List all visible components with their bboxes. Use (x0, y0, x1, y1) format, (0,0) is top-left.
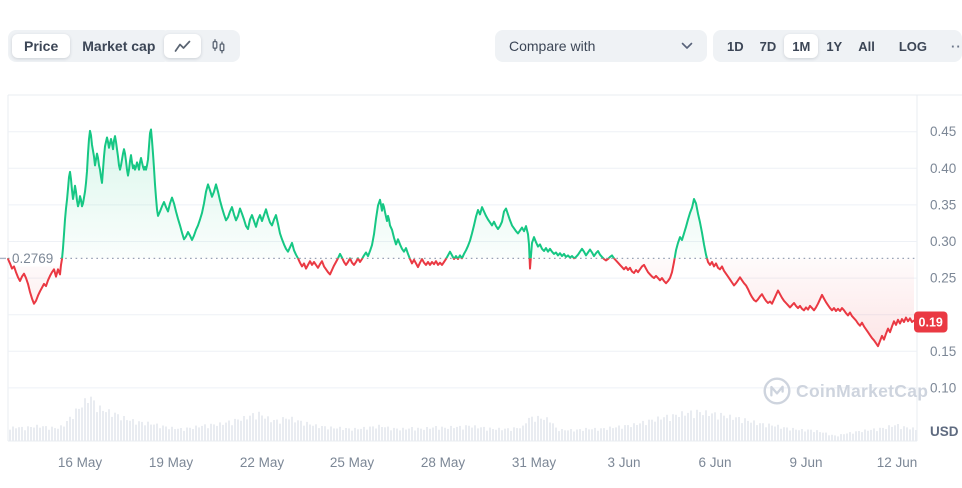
y-tick-label: 0.10 (930, 380, 956, 395)
more-options-button[interactable]: ··· (943, 34, 962, 58)
x-tick-label: 22 May (240, 455, 285, 470)
range-1d-button[interactable]: 1D (719, 34, 752, 58)
x-tick-label: 6 Jun (698, 455, 731, 470)
time-range-selector: 1D 7D 1M 1Y All LOG ··· (713, 30, 962, 62)
compare-with-label: Compare with (509, 38, 596, 54)
x-tick-label: 16 May (58, 455, 103, 470)
chevron-down-icon (681, 42, 693, 49)
chart-toolbar: Price Market cap (0, 0, 962, 70)
log-scale-button[interactable]: LOG (891, 34, 935, 58)
y-tick-label: 0.35 (930, 197, 956, 212)
range-all-button[interactable]: All (850, 34, 883, 58)
x-tick-label: 25 May (330, 455, 375, 470)
range-1y-button[interactable]: 1Y (818, 34, 850, 58)
gridlines (8, 131, 917, 389)
candlestick-chart-type-button[interactable] (201, 34, 236, 58)
price-line-up (7, 128, 709, 259)
watermark-text: CoinMarketCap (796, 381, 928, 401)
line-chart-icon (174, 40, 191, 52)
volume-bars (9, 396, 917, 441)
x-tick-label: 19 May (149, 455, 194, 470)
y-tick-label: 0.45 (930, 124, 956, 139)
baseline-group: 0.2769 (0, 249, 917, 267)
x-tick-label: 12 Jun (877, 455, 918, 470)
current-price-badge: 0.19 (914, 311, 948, 333)
chart-type-toggle (160, 30, 240, 62)
x-tick-label: 31 May (512, 455, 557, 470)
line-chart-type-button[interactable] (164, 34, 201, 58)
candlestick-icon (212, 38, 225, 53)
x-tick-label: 3 Jun (607, 455, 640, 470)
y-tick-label: 0.40 (930, 161, 956, 176)
y-tick-label: 0.15 (930, 344, 956, 359)
price-line-down (7, 258, 915, 348)
x-tick-label: 9 Jun (789, 455, 822, 470)
compare-with-dropdown[interactable]: Compare with (495, 30, 707, 62)
y-tick-label: 0.25 (930, 271, 956, 286)
watermark: CoinMarketCap (763, 377, 928, 405)
x-axis: 16 May 19 May 22 May 25 May 28 May 31 May 3 Ju… (58, 455, 917, 470)
baseline-label: 0.2769 (12, 251, 53, 266)
market-cap-tab[interactable]: Market cap (70, 34, 167, 58)
range-7d-button[interactable]: 7D (752, 34, 785, 58)
range-1m-button[interactable]: 1M (784, 34, 819, 58)
usd-label: USD (930, 424, 959, 439)
y-axis: 0.45 0.40 0.35 0.30 0.25 0.15 0.10 USD (930, 124, 959, 439)
coinmarketcap-logo (770, 385, 784, 397)
price-line (7, 128, 915, 348)
svg-text:0.19: 0.19 (919, 316, 943, 330)
price-tab[interactable]: Price (12, 34, 71, 58)
price-marketcap-toggle: Price Market cap (8, 30, 172, 62)
x-tick-label: 28 May (421, 455, 466, 470)
y-tick-label: 0.30 (930, 234, 956, 249)
price-area-fill (8, 129, 914, 347)
